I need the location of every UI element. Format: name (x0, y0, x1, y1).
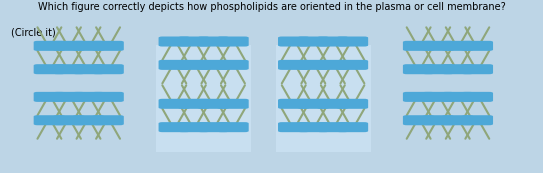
FancyBboxPatch shape (422, 64, 454, 74)
FancyBboxPatch shape (462, 64, 493, 74)
FancyBboxPatch shape (462, 115, 493, 125)
FancyBboxPatch shape (159, 60, 190, 70)
FancyBboxPatch shape (298, 60, 329, 70)
FancyBboxPatch shape (317, 99, 349, 109)
FancyBboxPatch shape (442, 64, 473, 74)
FancyBboxPatch shape (178, 99, 210, 109)
FancyBboxPatch shape (217, 99, 249, 109)
FancyBboxPatch shape (198, 60, 229, 70)
FancyBboxPatch shape (198, 99, 229, 109)
FancyBboxPatch shape (73, 41, 104, 51)
FancyBboxPatch shape (278, 99, 310, 109)
FancyBboxPatch shape (317, 60, 349, 70)
FancyBboxPatch shape (92, 64, 124, 74)
FancyBboxPatch shape (53, 92, 85, 102)
FancyBboxPatch shape (278, 122, 310, 132)
FancyBboxPatch shape (298, 37, 329, 47)
FancyBboxPatch shape (403, 41, 434, 51)
FancyBboxPatch shape (337, 122, 368, 132)
FancyBboxPatch shape (73, 92, 104, 102)
FancyBboxPatch shape (198, 122, 229, 132)
FancyBboxPatch shape (159, 37, 190, 47)
FancyBboxPatch shape (34, 115, 65, 125)
FancyBboxPatch shape (422, 41, 454, 51)
FancyBboxPatch shape (159, 122, 190, 132)
FancyBboxPatch shape (34, 64, 65, 74)
FancyBboxPatch shape (278, 60, 310, 70)
FancyBboxPatch shape (92, 115, 124, 125)
FancyBboxPatch shape (442, 41, 473, 51)
FancyBboxPatch shape (34, 41, 65, 51)
FancyBboxPatch shape (317, 37, 349, 47)
FancyBboxPatch shape (403, 115, 434, 125)
FancyBboxPatch shape (178, 37, 210, 47)
FancyBboxPatch shape (298, 122, 329, 132)
FancyBboxPatch shape (422, 92, 454, 102)
FancyBboxPatch shape (159, 99, 190, 109)
FancyBboxPatch shape (198, 37, 229, 47)
FancyBboxPatch shape (31, 45, 126, 152)
FancyBboxPatch shape (178, 60, 210, 70)
FancyBboxPatch shape (73, 64, 104, 74)
FancyBboxPatch shape (156, 45, 251, 152)
FancyBboxPatch shape (442, 92, 473, 102)
FancyBboxPatch shape (317, 122, 349, 132)
FancyBboxPatch shape (275, 45, 370, 152)
FancyBboxPatch shape (217, 60, 249, 70)
FancyBboxPatch shape (298, 99, 329, 109)
Text: Which figure correctly depicts how phospholipids are oriented in the plasma or c: Which figure correctly depicts how phosp… (37, 2, 506, 12)
FancyBboxPatch shape (92, 92, 124, 102)
FancyBboxPatch shape (337, 99, 368, 109)
FancyBboxPatch shape (403, 92, 434, 102)
FancyBboxPatch shape (53, 115, 85, 125)
FancyBboxPatch shape (442, 115, 473, 125)
FancyBboxPatch shape (278, 37, 310, 47)
FancyBboxPatch shape (34, 92, 65, 102)
FancyBboxPatch shape (337, 60, 368, 70)
FancyBboxPatch shape (92, 41, 124, 51)
Text: (Circle it): (Circle it) (11, 28, 55, 38)
FancyBboxPatch shape (400, 45, 495, 152)
FancyBboxPatch shape (178, 122, 210, 132)
FancyBboxPatch shape (422, 115, 454, 125)
FancyBboxPatch shape (53, 64, 85, 74)
FancyBboxPatch shape (462, 41, 493, 51)
FancyBboxPatch shape (53, 41, 85, 51)
FancyBboxPatch shape (217, 37, 249, 47)
FancyBboxPatch shape (337, 37, 368, 47)
FancyBboxPatch shape (462, 92, 493, 102)
FancyBboxPatch shape (73, 115, 104, 125)
FancyBboxPatch shape (403, 64, 434, 74)
FancyBboxPatch shape (217, 122, 249, 132)
